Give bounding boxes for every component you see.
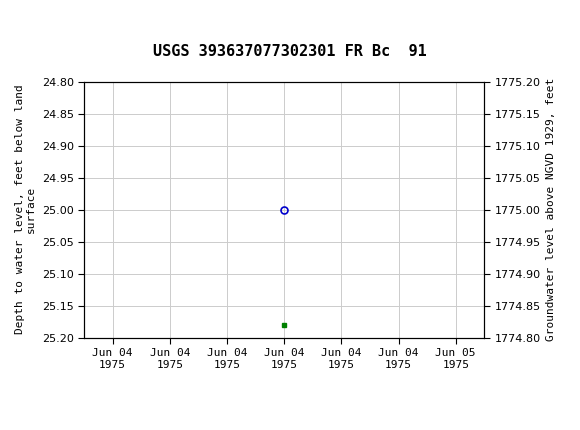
Text: ▒USGS: ▒USGS (7, 11, 53, 29)
Text: USGS 393637077302301 FR Bc  91: USGS 393637077302301 FR Bc 91 (153, 44, 427, 59)
Y-axis label: Groundwater level above NGVD 1929, feet: Groundwater level above NGVD 1929, feet (546, 78, 556, 341)
Y-axis label: Depth to water level, feet below land
surface: Depth to water level, feet below land su… (14, 85, 36, 335)
